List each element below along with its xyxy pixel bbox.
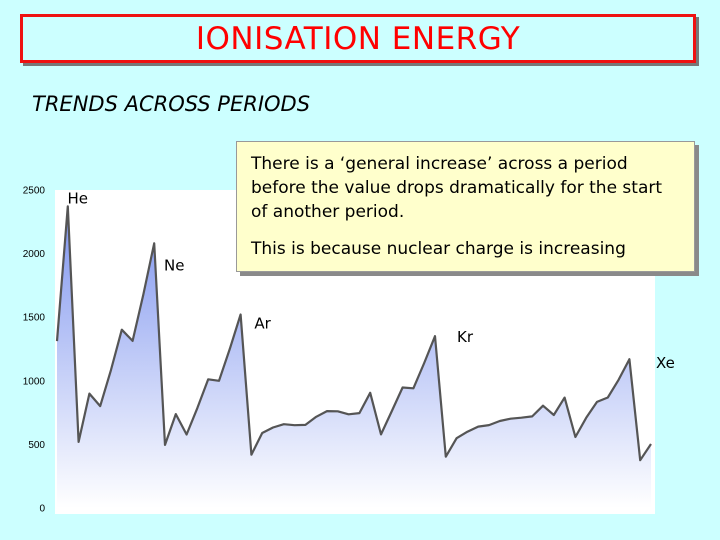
- explanation-note: There is a ‘general increase’ across a p…: [236, 141, 695, 272]
- slide-subtitle: TRENDS ACROSS PERIODS: [32, 92, 311, 116]
- note-line-general-increase: There is a ‘general increase’ across a p…: [251, 154, 663, 222]
- y-tick-label: 1500: [23, 313, 46, 324]
- y-tick-label: 2500: [23, 186, 46, 197]
- ionisation-line: [55, 205, 652, 462]
- y-tick-label: 500: [28, 440, 45, 451]
- title-banner: IONISATION ENERGY: [20, 14, 696, 63]
- element-label-kr: Kr: [457, 328, 474, 346]
- ionisation-area: [57, 206, 651, 509]
- slide-title: IONISATION ENERGY: [195, 20, 521, 57]
- element-label-ne: Ne: [164, 256, 184, 274]
- y-tick-label: 2000: [23, 249, 46, 260]
- y-tick-label: 0: [39, 504, 45, 515]
- y-tick-label: 1000: [23, 376, 46, 387]
- element-label-xe: Xe: [656, 354, 675, 372]
- element-label-ar: Ar: [254, 315, 271, 333]
- note-line-nuclear-charge: This is because nuclear charge is increa…: [251, 239, 626, 259]
- element-label-he: He: [68, 189, 89, 207]
